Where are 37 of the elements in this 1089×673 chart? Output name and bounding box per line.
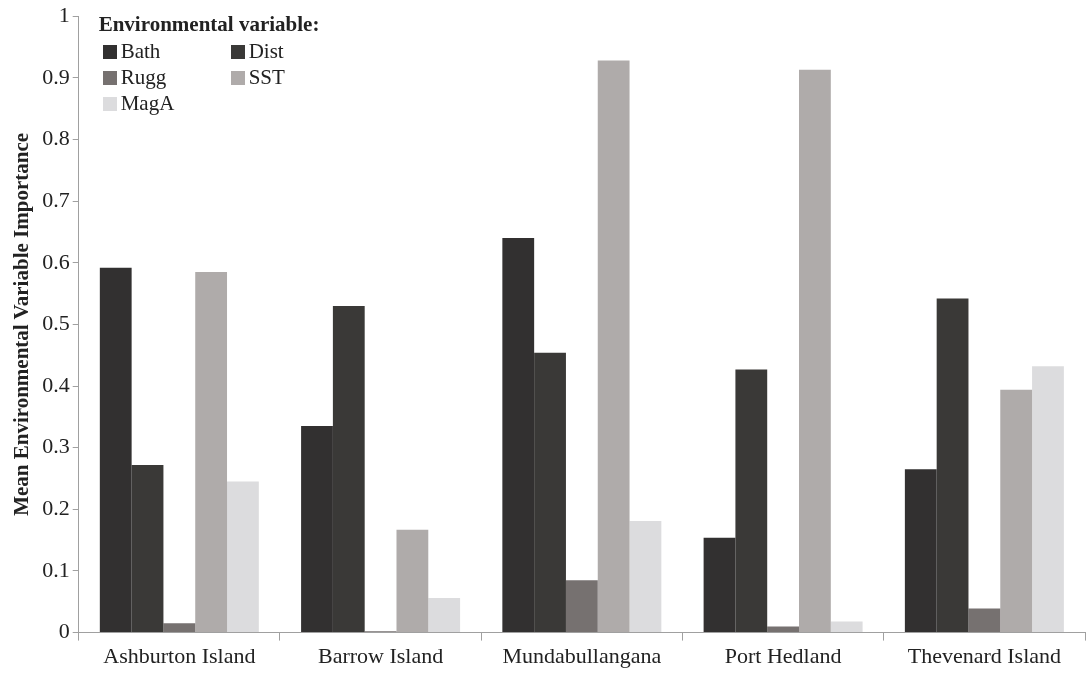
legend-label: Rugg: [120, 65, 167, 91]
bar: [597, 60, 630, 633]
y-tick-label: 0.6: [42, 248, 70, 274]
y-tick-label: 0.7: [42, 186, 70, 212]
bar: [1032, 366, 1064, 633]
x-tick-label: Barrow Island: [317, 642, 444, 668]
y-tick-label: 0.9: [42, 63, 70, 89]
bar: [565, 580, 598, 633]
x-tick-label: Mundabullangana: [502, 642, 662, 668]
x-tick-label: Ashburton Island: [103, 642, 256, 668]
y-tick-label: 0: [58, 618, 70, 644]
bar: [428, 598, 461, 633]
y-tick-label: 0.3: [42, 433, 70, 459]
x-tick-label: Thevenard Island: [907, 642, 1062, 668]
y-axis-title: Mean Environmental Variable Importance: [9, 132, 34, 516]
y-tick-label: 0.2: [42, 495, 70, 521]
y-tick-label: 0.1: [42, 556, 70, 582]
y-tick-label: 0.4: [42, 371, 70, 397]
bar: [629, 521, 662, 633]
bar: [396, 529, 429, 633]
legend-label: Bath: [120, 39, 161, 65]
legend-label: Dist: [248, 39, 284, 65]
bar: [799, 69, 831, 633]
y-tick-label: 1: [58, 1, 70, 27]
bar: [1000, 389, 1033, 633]
y-tick-label: 0.5: [42, 310, 70, 336]
bar: [227, 481, 259, 633]
bar: [195, 272, 228, 633]
bar: [968, 608, 1001, 633]
legend-label: SST: [248, 65, 285, 91]
legend-title: Environmental variable:: [98, 12, 321, 38]
x-tick-label: Port Hedland: [724, 642, 842, 668]
legend-label: MagA: [120, 91, 175, 117]
y-tick-label: 0.8: [42, 125, 70, 151]
bar: [163, 623, 196, 633]
bar: [767, 626, 800, 633]
bar: [830, 621, 863, 633]
